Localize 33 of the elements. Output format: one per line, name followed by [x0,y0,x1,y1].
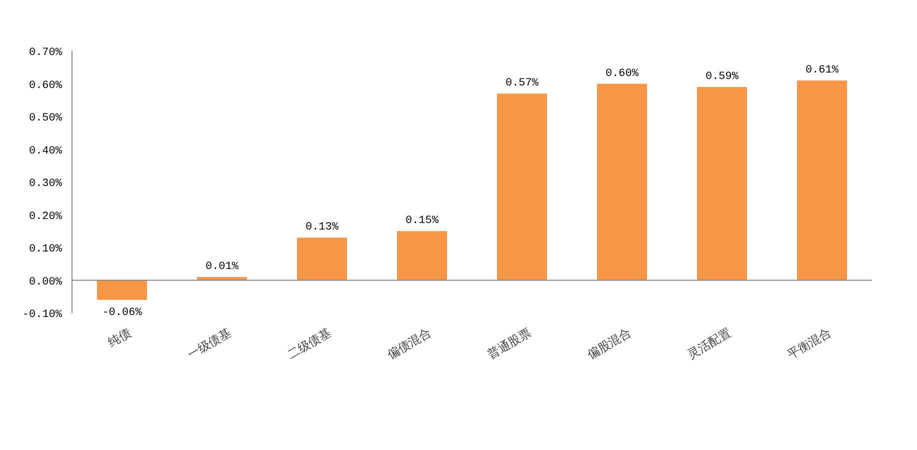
x-tick-label: 偏股混合 [584,325,634,362]
y-tick-label: 0.10% [28,244,62,256]
bar [697,87,747,280]
y-tick-label: 0.30% [28,178,62,190]
y-tick-label: 0.40% [28,145,62,158]
data-label: 0.13% [305,222,339,234]
bar [797,80,847,280]
y-tick-label: 0.00% [28,276,62,288]
data-label: 0.15% [405,215,439,228]
data-label: 0.59% [705,71,739,84]
x-tick-label: 纯债 [106,325,134,350]
data-label: 0.60% [605,68,639,80]
data-label: 0.57% [505,78,539,90]
bar [497,94,547,280]
bar [397,231,447,280]
y-tick-label: 0.70% [28,47,62,59]
bar [597,84,647,280]
y-tick-label: 0.60% [28,80,62,92]
x-tick-label: 二级债基 [284,325,334,362]
x-tick-label: 一级债基 [184,325,234,362]
bar [297,238,347,280]
data-label: 0.01% [205,260,239,273]
y-tick-label: -0.10% [22,309,62,321]
x-tick-label: 普通股票 [484,325,534,362]
x-tick-label: 平衡混合 [784,325,834,362]
data-label: -0.06% [102,306,142,319]
bar [197,276,247,280]
x-tick-label: 偏债混合 [384,325,434,362]
data-label: 0.61% [805,64,839,76]
x-tick-label: 灵活配置 [684,325,734,362]
y-tick-label: 0.50% [28,112,62,124]
bar [97,280,147,300]
y-tick-label: 0.20% [28,210,62,223]
